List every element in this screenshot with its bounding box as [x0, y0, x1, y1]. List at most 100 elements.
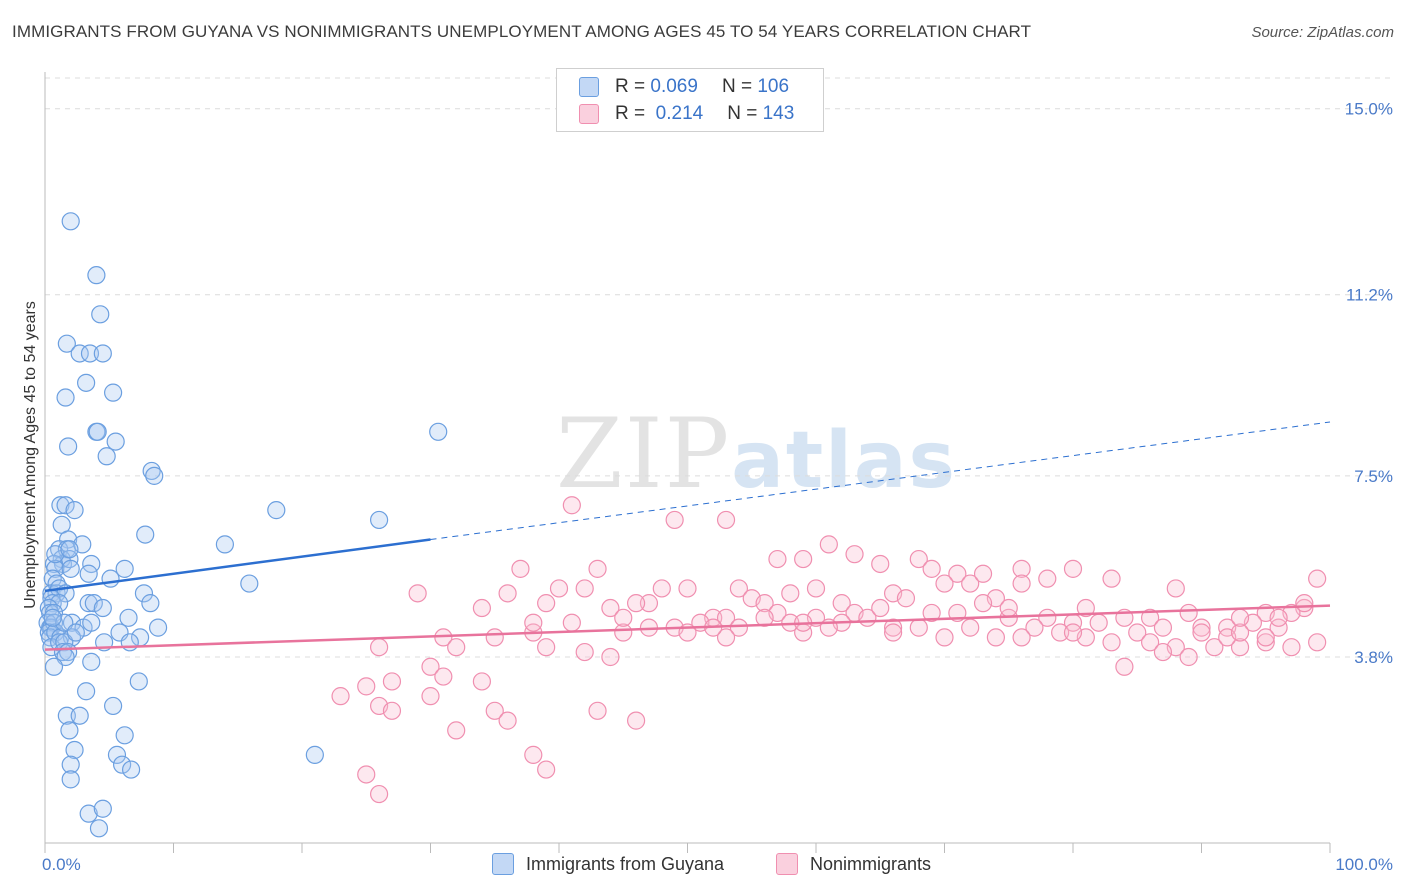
nonimmigrants-point	[883, 618, 903, 637]
nonimmigrants-point	[1102, 569, 1121, 588]
nonimmigrants-point	[498, 584, 517, 603]
nonimmigrants-point	[485, 628, 504, 647]
nonimmigrants-point	[421, 687, 440, 706]
nonimmigrants-point	[935, 628, 954, 647]
guyana-point	[60, 540, 79, 559]
nonimmigrants-point	[639, 594, 659, 613]
nonimmigrants-point	[447, 721, 466, 740]
guyana-point	[142, 461, 161, 481]
y-tick-label: 11.2%	[1346, 286, 1393, 305]
legend-r-value: 0.069	[650, 76, 698, 97]
nonimmigrants-point	[562, 496, 581, 515]
nonimmigrants-point	[961, 618, 980, 637]
legend-n-value: 143	[762, 103, 795, 124]
guyana-point	[136, 525, 155, 544]
guyana-point	[93, 598, 112, 618]
nonimmigrants-legend-label: Nonimmigrants	[810, 853, 932, 874]
nonimmigrants-point	[370, 638, 389, 657]
guyana-point	[44, 657, 64, 676]
nonimmigrants-point	[1269, 608, 1288, 627]
nonimmigrants-point	[370, 784, 389, 804]
nonimmigrants-point	[575, 579, 594, 598]
y-tick-label: 15.0%	[1345, 100, 1393, 119]
nonimmigrants-point	[716, 628, 736, 647]
guyana-point	[79, 804, 98, 823]
nonimmigrants-point	[1140, 608, 1160, 627]
guyana-point	[80, 344, 100, 363]
nonimmigrants-point	[524, 613, 543, 632]
guyana-point	[305, 745, 324, 764]
x-tick-label: 100.0%	[1335, 855, 1393, 874]
guyana-point	[93, 799, 112, 818]
nonimmigrants-point	[1230, 608, 1250, 627]
guyana-point	[91, 305, 110, 324]
guyana-point	[93, 344, 112, 363]
nonimmigrants-point	[871, 554, 890, 574]
nonimmigrants-point	[331, 687, 350, 706]
nonimmigrants-point	[832, 594, 851, 613]
nonimmigrants-point	[883, 623, 903, 642]
nonimmigrants-point	[1115, 657, 1134, 676]
guyana-point	[240, 574, 259, 593]
nonimmigrants-swatch	[579, 104, 599, 124]
axes	[44, 72, 1331, 853]
nonimmigrants-point	[678, 579, 697, 598]
nonimmigrants-point	[729, 618, 749, 637]
nonimmigrants-point	[1102, 633, 1121, 652]
nonimmigrants-point	[1179, 647, 1198, 667]
nonimmigrants-point	[601, 598, 620, 618]
guyana-point	[267, 501, 286, 520]
nonimmigrants-legend-swatch	[776, 853, 798, 875]
nonimmigrants-point	[935, 574, 954, 593]
legend-r-label: R =	[615, 103, 646, 124]
guyana-point	[70, 706, 89, 725]
guyana-point	[104, 696, 123, 716]
nonimmigrants-point	[1192, 618, 1211, 637]
nonimmigrants-point	[909, 549, 928, 569]
guyana-point	[115, 559, 134, 578]
guyana-swatch	[579, 77, 599, 97]
bottom-legend-nonimmigrants: Nonimmigrants	[776, 852, 931, 876]
nonimmigrants-point	[755, 608, 774, 627]
nonimmigrants-point	[485, 701, 504, 720]
y-tick-label: 7.5%	[1354, 467, 1393, 486]
guyana-point	[61, 770, 80, 789]
nonimmigrants-point	[1038, 608, 1057, 627]
nonimmigrants-point	[1140, 633, 1160, 652]
nonimmigrants-point	[845, 545, 864, 564]
nonimmigrants-point	[1128, 623, 1147, 642]
guyana-point	[60, 721, 79, 740]
nonimmigrants-point	[1230, 623, 1250, 642]
nonimmigrants-point	[1269, 618, 1288, 637]
guyana-point	[215, 535, 234, 554]
nonimmigrants-point	[665, 510, 684, 530]
guyana-points	[38, 212, 448, 838]
nonimmigrants-point	[1166, 579, 1185, 598]
guyana-point	[70, 344, 89, 363]
guyana-point	[61, 755, 80, 774]
watermark-atlas: atlas	[731, 416, 957, 506]
y-tick-label: 3.8%	[1354, 648, 1393, 667]
nonimmigrants-point	[498, 711, 517, 730]
nonimmigrants-point	[1308, 633, 1327, 652]
nonimmigrants-point	[562, 613, 581, 632]
nonimmigrants-point	[1205, 638, 1224, 657]
guyana-point	[370, 510, 389, 530]
nonimmigrants-point	[537, 638, 556, 657]
nonimmigrants-point	[1012, 559, 1031, 578]
guyana-point	[115, 726, 134, 745]
guyana-legend-swatch	[492, 853, 514, 875]
nonimmigrants-point	[614, 623, 633, 642]
nonimmigrants-point	[729, 579, 749, 598]
nonimmigrants-point	[652, 579, 671, 598]
guyana-point	[84, 594, 103, 613]
nonimmigrants-point	[626, 594, 646, 613]
nonimmigrants-point	[575, 642, 594, 662]
nonimmigrants-point	[434, 667, 453, 686]
nonimmigrants-point	[1076, 598, 1095, 618]
bottom-legend-guyana: Immigrants from Guyana	[492, 852, 724, 876]
nonimmigrants-point	[1089, 613, 1108, 632]
nonimmigrants-point	[768, 549, 787, 569]
guyana-point	[97, 447, 116, 466]
nonimmigrants-point	[948, 564, 967, 583]
